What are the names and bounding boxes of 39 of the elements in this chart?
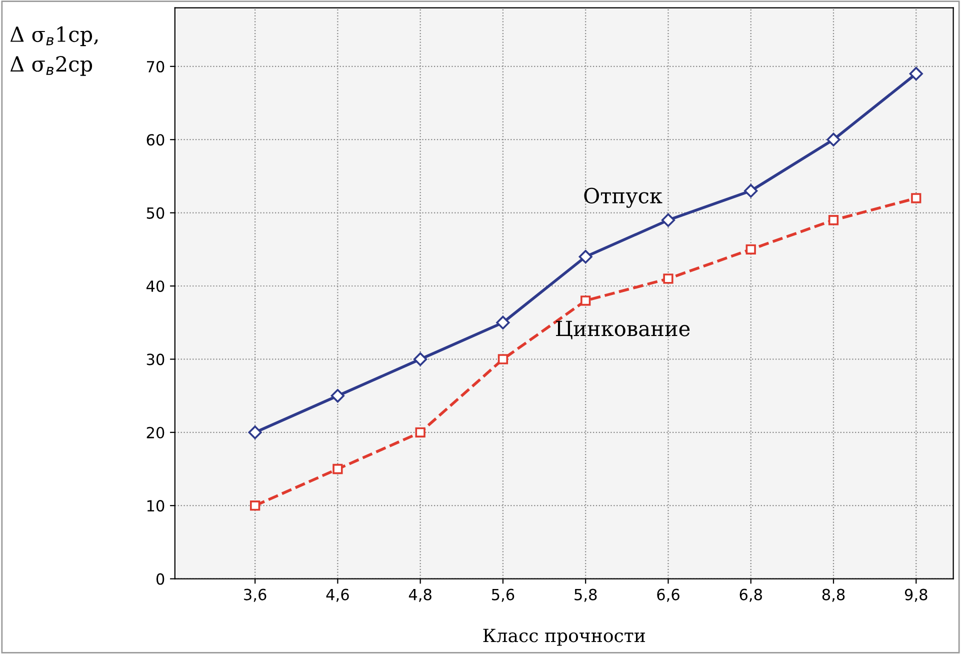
y-axis-title: Δ σ$_{в}$1ср, Δ σ$_{в}$2ср	[10, 26, 98, 76]
x-axis-title: Класс прочности	[483, 628, 645, 646]
x-tick-label: 5,8	[574, 588, 597, 602]
point	[580, 296, 591, 306]
point	[248, 426, 262, 440]
point	[661, 213, 676, 227]
x-tick-label: 9,8	[904, 588, 928, 602]
point	[332, 464, 343, 474]
x-tick-label: 5,6	[492, 588, 514, 602]
y-tick-label: 0	[156, 573, 164, 585]
point	[826, 132, 840, 146]
y-tick-label: 50	[146, 207, 164, 219]
point	[909, 66, 923, 81]
point	[578, 250, 592, 264]
x-tick-label: 6,8	[740, 588, 762, 602]
point	[744, 184, 758, 198]
point	[250, 500, 260, 511]
point	[828, 215, 839, 226]
x-tick-label: 3,6	[244, 588, 266, 602]
y-tick-label: 20	[146, 426, 164, 438]
point	[663, 274, 674, 284]
point	[496, 316, 510, 330]
point	[498, 354, 508, 364]
x-tick-label: 4,8	[408, 588, 432, 602]
point	[911, 193, 922, 204]
series-label: Цинкование	[556, 320, 690, 340]
point	[330, 389, 344, 403]
y-tick-label: 60	[146, 134, 164, 146]
y-tick-label: 40	[146, 280, 164, 292]
x-tick-label: 8,8	[822, 588, 845, 602]
y-tick-label: 30	[146, 354, 164, 366]
point	[746, 244, 756, 254]
point	[415, 427, 426, 438]
y-tick-label: 10	[147, 500, 164, 512]
y-tick-label: 70	[146, 60, 164, 72]
series-label: Отпуск	[584, 188, 662, 208]
x-tick-label: 4,6	[326, 588, 349, 602]
x-tick-label: 6,6	[657, 588, 680, 602]
point	[414, 352, 428, 366]
